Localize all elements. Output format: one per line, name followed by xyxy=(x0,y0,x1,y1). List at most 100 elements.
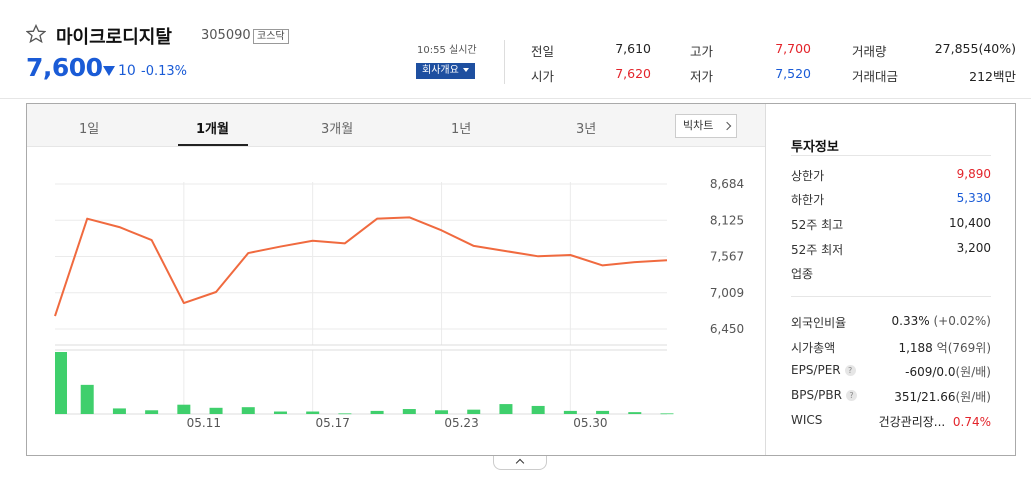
prev-close-label: 전일 xyxy=(531,44,555,59)
bps-sub: (원/배) xyxy=(955,390,992,404)
x-tick-label: 05.11 xyxy=(187,416,221,430)
w52-low-label: 52주 최저 xyxy=(791,243,844,257)
foreign-label: 외국인비율 xyxy=(791,316,847,330)
x-tick-label: 05.23 xyxy=(444,416,478,430)
w52-low-value: 3,200 xyxy=(956,241,991,255)
volume-bar xyxy=(306,411,320,414)
panel-divider xyxy=(765,104,766,455)
realtime-label: 10:55 실시간 xyxy=(417,45,477,56)
divider xyxy=(791,155,991,156)
help-icon[interactable]: ? xyxy=(845,390,857,401)
foreign-sub: (+0.02%) xyxy=(933,314,991,328)
price-change-pct: -0.13% xyxy=(141,64,187,79)
eps-sub: (원/배) xyxy=(955,365,992,379)
foreign-value: 0.33% xyxy=(891,314,930,328)
amount-value: 212백만 xyxy=(969,69,1016,84)
y-tick-label: 8,125 xyxy=(710,213,744,227)
lower-limit-value: 5,330 xyxy=(956,191,991,205)
upper-limit-label: 상한가 xyxy=(791,169,825,183)
wics-row: WICS 건강관리장... 0.74% xyxy=(791,413,991,429)
bigchart-label: 빅차트 xyxy=(683,119,714,132)
volume-bar xyxy=(370,410,384,414)
w52-high-label: 52주 최고 xyxy=(791,218,844,232)
star-icon[interactable] xyxy=(26,24,46,44)
header-divider xyxy=(0,98,1031,99)
volume-bar xyxy=(660,413,674,415)
bps-label: BPS/PBR xyxy=(791,388,842,402)
mcap-unit: 억 xyxy=(936,341,948,355)
sector-row: 업종 xyxy=(791,265,991,281)
volume-bar xyxy=(402,409,416,414)
volume-bar xyxy=(338,413,352,415)
tab-1year[interactable]: 1년 xyxy=(451,122,472,137)
mcap-value: 1,188 xyxy=(898,341,933,355)
w52-high-row: 52주 최고 10,400 xyxy=(791,216,991,232)
tab-1month[interactable]: 1개월 xyxy=(196,122,229,137)
current-price: 7,600 xyxy=(26,53,103,82)
period-tabs: 1일 1개월 3개월 1년 3년 빅차트 xyxy=(27,104,765,147)
w52-low-row: 52주 최저 3,200 xyxy=(791,241,991,257)
lower-limit-label: 하한가 xyxy=(791,193,825,207)
volume-bar xyxy=(467,409,481,414)
stock-code: 305090 xyxy=(201,28,251,43)
eps-row: EPS/PER? -609/0.0(원/배) xyxy=(791,363,991,379)
x-tick-label: 05.30 xyxy=(573,416,607,430)
volume-bar xyxy=(563,410,577,414)
tab-3month[interactable]: 3개월 xyxy=(321,122,354,137)
volume-bar xyxy=(273,411,287,414)
price-chart[interactable]: 8,684 8,125 7,567 7,009 6,450 05.11 05.17 05.23… xyxy=(27,148,765,453)
volume-bar xyxy=(499,404,513,414)
chevron-right-icon xyxy=(722,121,732,131)
upper-limit-value: 9,890 xyxy=(956,167,991,181)
volume-bar xyxy=(531,405,545,414)
price-change: 10 xyxy=(118,63,136,79)
sector-label: 업종 xyxy=(791,267,814,281)
chart-panel: 1일 1개월 3개월 1년 3년 빅차트 8,684 8,125 7,567 7,00… xyxy=(26,103,1016,456)
wics-pct: 0.74% xyxy=(952,415,991,429)
bigchart-button[interactable]: 빅차트 xyxy=(675,114,737,138)
low-value: 7,520 xyxy=(775,66,811,81)
tab-3year[interactable]: 3년 xyxy=(576,122,597,137)
y-tick-label: 7,009 xyxy=(710,286,744,300)
y-tick-label: 6,450 xyxy=(710,322,744,336)
market-badge: 코스닥 xyxy=(253,29,289,44)
open-label: 시가 xyxy=(531,69,555,84)
volume-bar xyxy=(435,410,449,414)
divider xyxy=(791,296,991,297)
price-line xyxy=(54,216,668,317)
y-tick-label: 7,567 xyxy=(710,250,744,264)
down-arrow-icon xyxy=(103,66,115,76)
low-label: 저가 xyxy=(690,69,714,84)
high-value: 7,700 xyxy=(775,41,811,56)
volume-bar xyxy=(209,407,223,414)
stock-name: 마이크로디지탈 xyxy=(56,27,172,48)
company-info-button[interactable]: 회사개요 xyxy=(416,63,475,79)
volume-bar xyxy=(596,410,610,414)
wics-value[interactable]: 건강관리장... xyxy=(878,415,946,429)
volume-bar xyxy=(80,384,94,414)
chevron-up-icon xyxy=(515,458,525,468)
invest-info-title: 투자정보 xyxy=(791,140,839,155)
volume-bar xyxy=(145,410,159,414)
high-label: 고가 xyxy=(690,44,714,59)
volume-bar xyxy=(628,412,642,414)
w52-high-value: 10,400 xyxy=(949,216,991,230)
expand-toggle[interactable] xyxy=(493,456,547,470)
amount-label: 거래대금 xyxy=(852,69,899,84)
bps-row: BPS/PBR? 351/21.66(원/배) xyxy=(791,388,991,404)
mcap-row: 시가총액 1,188 억(769위) xyxy=(791,339,991,355)
volume-label: 거래량 xyxy=(852,44,887,59)
eps-label: EPS/PER xyxy=(791,363,841,377)
company-info-label: 회사개요 xyxy=(422,65,459,76)
upper-limit-row: 상한가 9,890 xyxy=(791,167,991,183)
divider xyxy=(504,40,505,84)
help-icon[interactable]: ? xyxy=(844,365,856,376)
caret-down-icon xyxy=(462,68,469,72)
mcap-label: 시가총액 xyxy=(791,341,836,355)
eps-value: -609/0.0 xyxy=(905,365,956,379)
volume-value: 27,855(40%) xyxy=(934,41,1016,56)
tab-1day[interactable]: 1일 xyxy=(79,122,100,137)
active-tab-indicator xyxy=(178,144,248,146)
x-tick-label: 05.17 xyxy=(316,416,350,430)
y-tick-label: 8,684 xyxy=(710,177,744,191)
